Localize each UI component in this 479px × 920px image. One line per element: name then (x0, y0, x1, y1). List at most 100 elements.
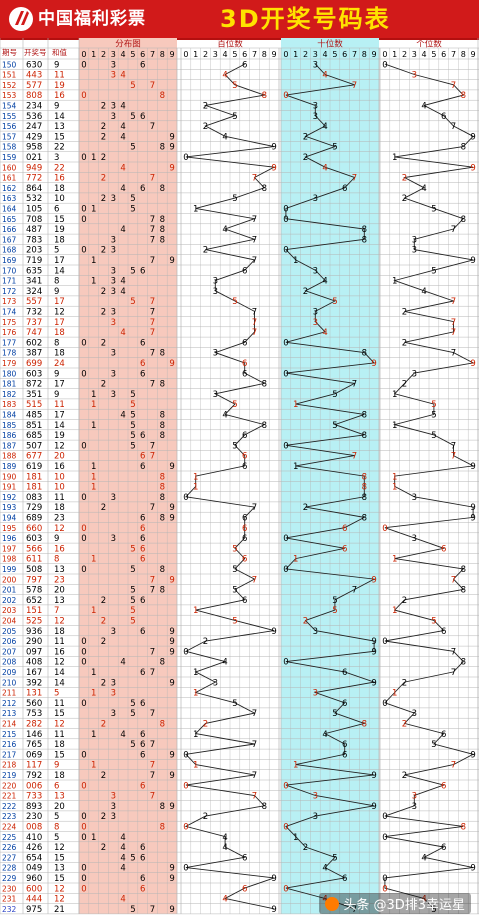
distribution-mark: 9 (169, 874, 174, 884)
position-digit: 4 (322, 277, 327, 287)
distribution-mark: 5 (130, 740, 135, 750)
draw-number: 808 (26, 91, 42, 101)
distribution-mark: 8 (160, 483, 165, 493)
distribution-mark: 7 (150, 647, 155, 657)
distribution-mark: 8 (160, 658, 165, 668)
issue-number: 196 (2, 534, 17, 543)
distribution-mark: 1 (91, 400, 96, 410)
position-digit: 1 (392, 606, 397, 616)
distribution-mark: 7 (150, 122, 155, 132)
position-digit: 9 (470, 750, 475, 760)
distribution-mark: 5 (130, 586, 135, 596)
issue-number: 216 (2, 740, 17, 749)
distribution-mark: 3 (111, 318, 116, 328)
distribution-mark: 7 (150, 81, 155, 91)
distribution-mark: 0 (81, 823, 86, 833)
sum-value: 8 (54, 823, 59, 833)
position-digit: 0 (183, 750, 188, 760)
sum-value: 14 (54, 678, 65, 688)
sum-value: 11 (54, 493, 65, 503)
position-digit: 8 (362, 431, 367, 441)
distribution-mark: 6 (140, 740, 145, 750)
position-digit: 3 (313, 627, 318, 637)
position-digit: 1 (293, 833, 298, 843)
distribution-mark: 2 (101, 617, 106, 627)
sum-value: 10 (54, 483, 65, 493)
distribution-mark: 0 (81, 153, 86, 163)
draw-number: 006 (26, 781, 42, 791)
digit-header: 6 (441, 50, 446, 59)
issue-number: 225 (2, 833, 17, 842)
distribution-mark: 3 (111, 246, 116, 256)
issue-number: 195 (2, 524, 17, 533)
digit-header: 4 (323, 50, 328, 59)
digit-header: 2 (101, 50, 106, 59)
position-digit: 1 (392, 689, 397, 699)
draw-number: 290 (26, 637, 42, 647)
position-digit: 8 (461, 215, 466, 225)
distribution-mark: 1 (91, 668, 96, 678)
digit-header: 5 (431, 50, 436, 59)
position-digit: 0 (183, 864, 188, 874)
position-digit: 2 (303, 132, 308, 142)
sum-value: 19 (54, 431, 65, 441)
sum-value: 18 (54, 503, 65, 513)
distribution-mark: 4 (120, 71, 125, 81)
digit-header: 0 (283, 50, 288, 59)
position-digit: 9 (371, 575, 376, 585)
col-header-number: 开奖号 (24, 47, 47, 57)
distribution-mark: 4 (120, 411, 125, 421)
draw-number: 525 (26, 617, 42, 627)
distribution-mark: 7 (150, 792, 155, 802)
distribution-mark: 2 (101, 153, 106, 163)
position-digit: 3 (412, 493, 417, 503)
distribution-mark: 9 (169, 802, 174, 812)
sum-value: 6 (54, 781, 59, 791)
position-digit: 0 (283, 246, 288, 256)
draw-number: 792 (26, 771, 42, 781)
issue-number: 217 (2, 750, 17, 759)
distribution-mark: 1 (91, 153, 96, 163)
distribution-mark: 5 (130, 266, 135, 276)
position-digit: 5 (332, 390, 337, 400)
digit-header: 1 (193, 50, 198, 59)
draw-number: 069 (26, 750, 42, 760)
sum-value: 21 (54, 905, 65, 915)
position-digit: 3 (313, 308, 318, 318)
digit-header: 0 (81, 50, 86, 59)
distribution-mark: 6 (140, 699, 145, 709)
issue-number: 178 (2, 349, 17, 358)
position-digit: 3 (213, 349, 218, 359)
draw-number: 654 (26, 853, 42, 863)
distribution-mark: 0 (81, 750, 86, 760)
distribution-mark: 1 (91, 483, 96, 493)
sum-value: 22 (54, 143, 65, 153)
digit-header: 0 (183, 50, 188, 59)
position-digit: 7 (252, 215, 257, 225)
distribution-mark: 0 (81, 338, 86, 348)
distribution-mark: 9 (169, 132, 174, 142)
position-digit: 5 (431, 411, 436, 421)
issue-number: 218 (2, 761, 17, 770)
draw-number: 577 (26, 81, 42, 91)
sum-value: 3 (54, 153, 59, 163)
position-digit: 5 (332, 606, 337, 616)
distribution-mark: 0 (81, 864, 86, 874)
distribution-mark: 0 (81, 647, 86, 657)
sum-value: 17 (54, 318, 65, 328)
distribution-mark: 2 (101, 771, 106, 781)
position-digit: 1 (392, 555, 397, 565)
sum-value: 13 (54, 122, 65, 132)
sum-value: 17 (54, 411, 65, 421)
distribution-mark: 7 (150, 709, 155, 719)
issue-number: 210 (2, 678, 17, 687)
issue-number: 188 (2, 452, 17, 461)
distribution-mark: 2 (101, 843, 106, 853)
distribution-mark: 3 (111, 689, 116, 699)
position-digit: 4 (322, 328, 327, 338)
sum-value: 12 (54, 884, 65, 894)
sum-value: 18 (54, 627, 65, 637)
sum-value: 18 (54, 184, 65, 194)
position-digit: 9 (470, 462, 475, 472)
